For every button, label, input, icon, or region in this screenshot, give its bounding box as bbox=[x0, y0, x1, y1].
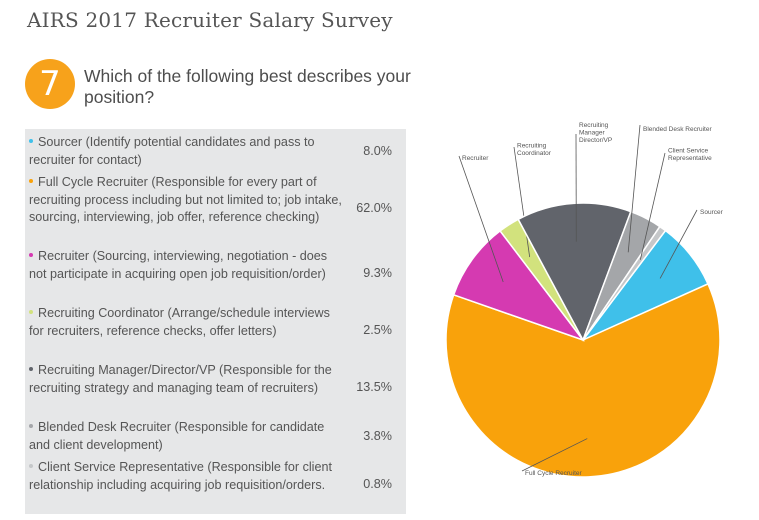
answer-percent: 8.0% bbox=[363, 144, 392, 158]
answer-percent: 13.5% bbox=[356, 380, 392, 394]
pie-slice bbox=[582, 225, 667, 341]
slice-label: Recruiter bbox=[462, 155, 489, 162]
leader-line bbox=[659, 209, 698, 279]
slice-label: Representative bbox=[668, 155, 712, 162]
leader-line bbox=[639, 152, 666, 260]
answer-text: Recruiter (Sourcing, interviewing, negot… bbox=[29, 249, 328, 281]
answer-percent: 62.0% bbox=[356, 201, 392, 215]
answer-text: Recruiting Coordinator (Arrange/schedule… bbox=[29, 306, 330, 338]
slice-label: Coordinator bbox=[517, 150, 552, 157]
slice-label: Manager bbox=[579, 130, 605, 137]
bullet-icon bbox=[29, 309, 33, 314]
answers-panel: Sourcer (Identify potential candidates a… bbox=[25, 129, 406, 514]
answer-percent: 2.5% bbox=[363, 323, 392, 337]
leader-line bbox=[513, 146, 531, 258]
answer-text: Recruiting Manager/Director/VP (Responsi… bbox=[29, 363, 332, 395]
answer-percent: 3.8% bbox=[363, 429, 392, 443]
leader-line bbox=[458, 155, 504, 283]
leader-line bbox=[627, 124, 641, 253]
answer-text: Blended Desk Recruiter (Responsible for … bbox=[29, 420, 325, 452]
answer-text: Full Cycle Recruiter (Responsible for ev… bbox=[29, 175, 342, 224]
slice-label: Director/VP bbox=[579, 137, 612, 144]
pie-slice bbox=[452, 229, 586, 342]
answer-text: Client Service Representative (Responsib… bbox=[29, 460, 332, 492]
question-number-badge: 7 bbox=[25, 59, 75, 109]
leader-line bbox=[521, 438, 588, 472]
page-title: AIRS 2017 Recruiter Salary Survey bbox=[27, 8, 393, 32]
slice-label: Recruiting bbox=[579, 122, 609, 129]
pie-slice bbox=[517, 202, 632, 342]
bullet-icon bbox=[29, 366, 33, 371]
bullet-icon bbox=[29, 463, 33, 468]
answer-percent: 0.8% bbox=[363, 477, 392, 491]
bullet-icon bbox=[29, 252, 33, 257]
bullet-icon bbox=[29, 178, 33, 183]
slice-label: Recruiting bbox=[517, 143, 547, 150]
pie-slice bbox=[445, 282, 721, 478]
answer-text: Sourcer (Identify potential candidates a… bbox=[29, 135, 315, 167]
slice-label: Sourcer bbox=[700, 209, 724, 216]
answer-percent: 9.3% bbox=[363, 266, 392, 280]
bullet-icon bbox=[29, 138, 33, 143]
slice-label: Blended Desk Recruiter bbox=[643, 126, 712, 133]
bullet-icon bbox=[29, 423, 33, 428]
question-text: Which of the following best describes yo… bbox=[84, 66, 411, 107]
slice-label: Client Service bbox=[668, 148, 708, 155]
slice-label: Full Cycle Recruiter bbox=[525, 470, 583, 477]
